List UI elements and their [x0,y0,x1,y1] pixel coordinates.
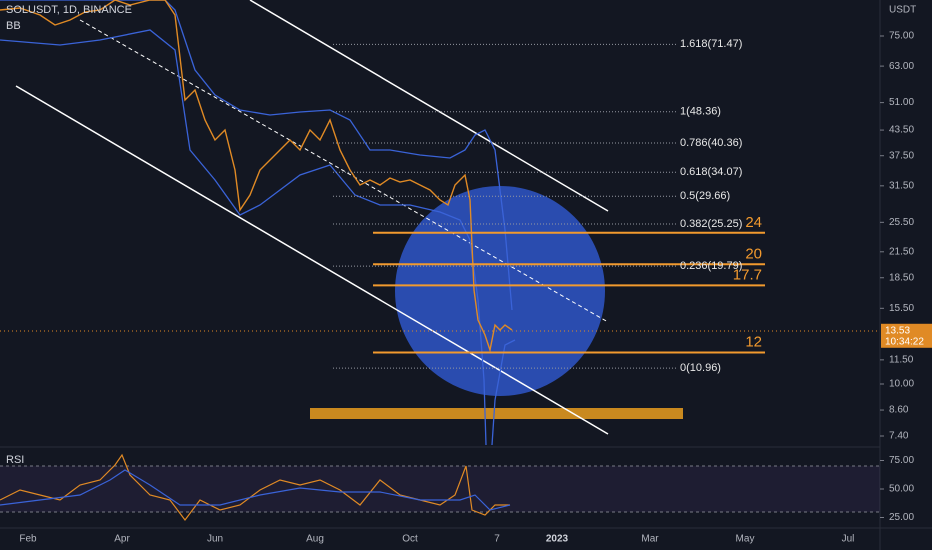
price-tick-label: 43.50 [889,125,914,136]
price-tick-label: 31.50 [889,180,914,191]
time-label: Jun [207,534,223,545]
time-label: 2023 [546,534,569,545]
price-tick-label: 7.40 [889,431,909,442]
price-tick-label: 75.00 [889,31,914,42]
rsi-tick-label: 25.00 [889,512,914,523]
last-price-label: 13.53 [885,325,910,336]
price-tick-label: 15.50 [889,303,914,314]
level-label: 17.7 [733,266,762,283]
fib-label: 0(10.96) [680,362,721,374]
time-label: May [736,534,755,545]
bb-lower [0,29,487,446]
price-tick-label: 25.50 [889,217,914,228]
price-pane [0,0,880,446]
support-zone [310,408,683,419]
time-label: Oct [402,534,418,545]
time-label: Aug [306,534,324,545]
fib-label: 1.618(71.47) [680,38,742,50]
highlight-circle [395,186,605,396]
level-label: 12 [745,333,762,350]
fib-label: 1(48.36) [680,106,721,118]
price-tick-label: 51.00 [889,97,914,108]
rsi-title: RSI [6,454,24,466]
level-label: 24 [745,214,762,231]
fib-label: 0.236(19.79) [680,260,742,272]
rsi-pane [0,453,880,521]
currency-label: USDT [889,5,916,16]
price-tick-label: 8.60 [889,405,909,416]
fib-label: 0.618(34.07) [680,166,742,178]
price-tick-label: 21.50 [889,246,914,257]
rsi-line [0,453,510,521]
price-tick-label: 18.50 [889,272,914,283]
price-series [0,0,513,353]
rsi-tick-label: 50.00 [889,484,914,495]
rsi-tick-label: 75.00 [889,455,914,466]
price-tick-label: 37.50 [889,150,914,161]
price-tick-label: 10.00 [889,379,914,390]
channel-mid [79,19,609,323]
fib-label: 0.5(29.66) [680,190,730,202]
fib-label: 0.786(40.36) [680,137,742,149]
countdown-label: 10:34:22 [885,336,924,347]
bb-upper [0,0,513,311]
price-tick-label: 11.50 [889,354,914,365]
channel-upper [249,0,609,212]
time-label: Mar [641,534,659,545]
time-label: Feb [19,534,37,545]
symbol-title: SOLUSDT, 1D, BINANCE [6,4,132,16]
level-label: 20 [745,245,762,262]
indicator-label: BB [6,20,21,32]
fib-label: 0.382(25.25) [680,218,742,230]
last-price-tag [881,323,932,348]
time-label: Apr [114,534,130,545]
channel-lower [15,85,609,435]
bb-lower-2 [491,339,516,446]
rsi-ma [0,469,511,511]
time-label: 7 [494,534,500,545]
price-tick-label: 63.00 [889,61,914,72]
time-label: Jul [842,534,855,545]
